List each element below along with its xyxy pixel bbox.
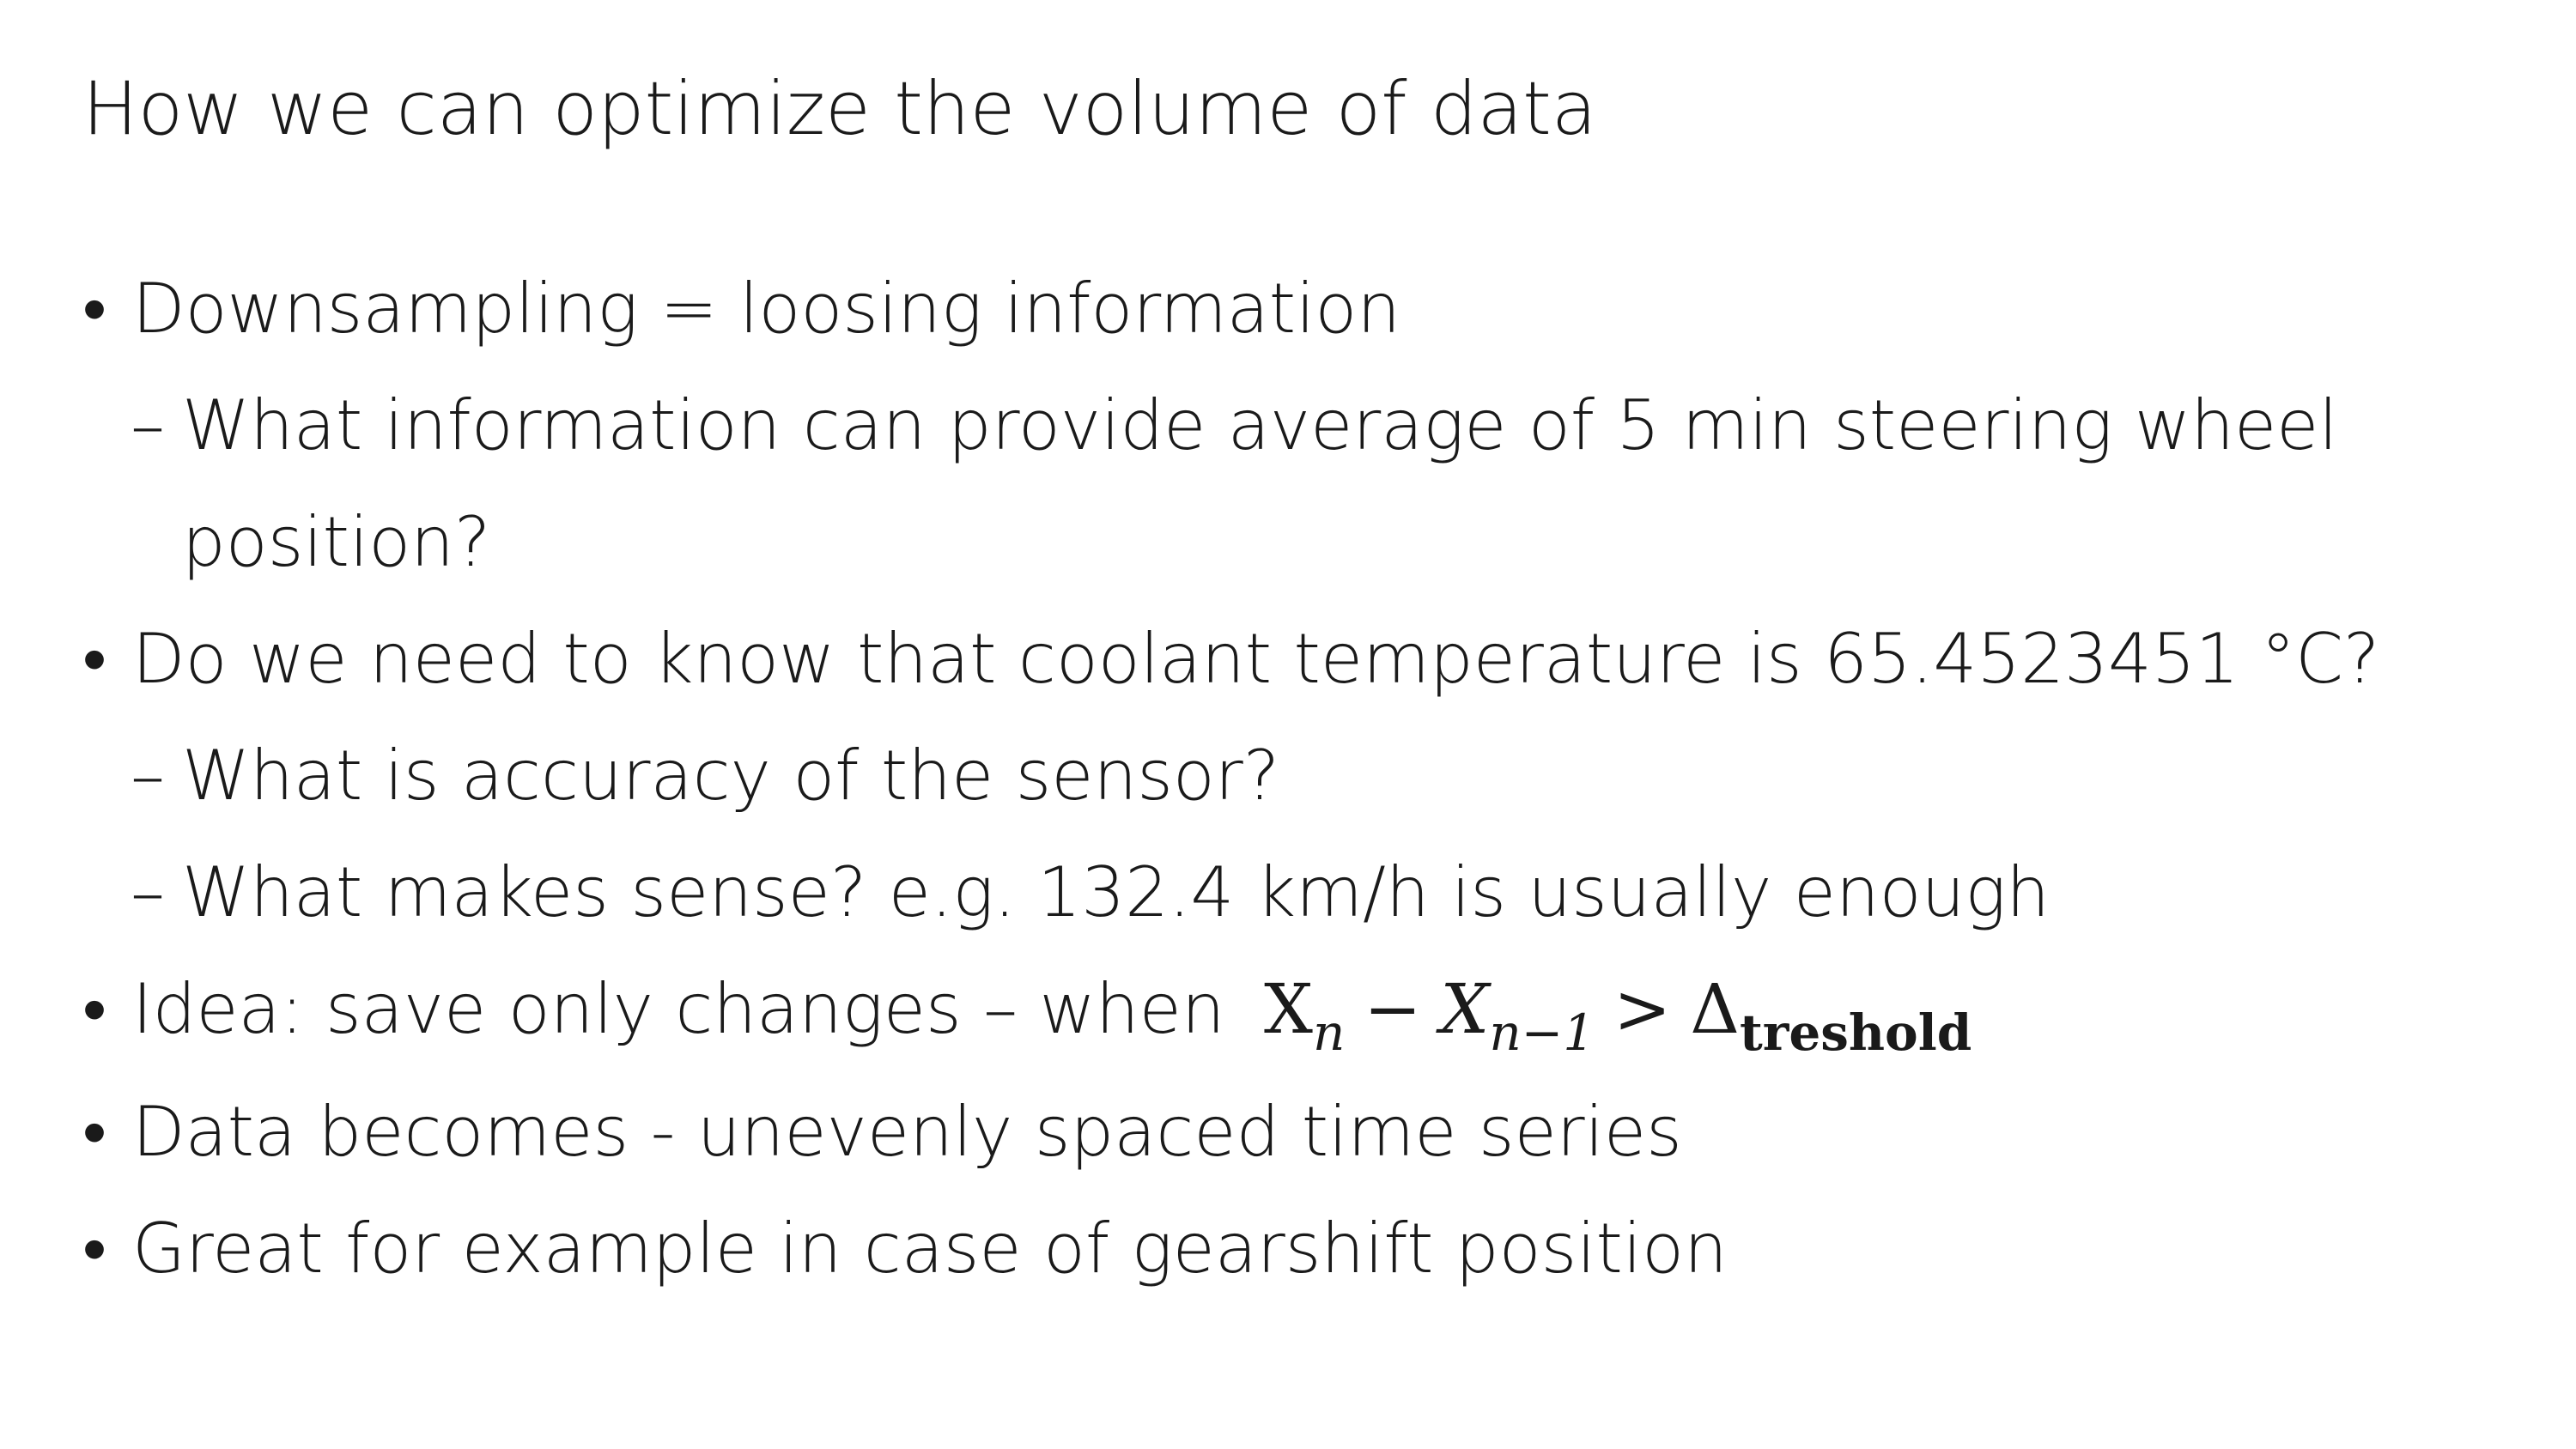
dash-marker: – (131, 736, 165, 815)
formula-greater: > (1613, 969, 1672, 1049)
list-item: • Downsampling = loosing information (82, 251, 2538, 367)
formula-sub-prev: n−1 (1489, 1003, 1595, 1062)
list-item: • Data becomes - unevenly spaced time se… (82, 1074, 2538, 1191)
list-item: – What information can provide average o… (82, 367, 2397, 601)
formula-sub-n: n (1312, 1003, 1346, 1062)
dash-marker: – (131, 852, 165, 932)
list-item-text: What is accuracy of the sensor? (182, 736, 1280, 815)
list-item-text: What makes sense? e.g. 132.4 km/h is usu… (182, 852, 2050, 932)
bullet-list: • Downsampling = loosing information – W… (82, 251, 2538, 1307)
list-item: • Idea: save only changes – when Xn − Xn−1… (82, 951, 2538, 1074)
formula-minus: − (1364, 969, 1422, 1049)
formula-sub-threshold: treshold (1739, 1003, 1972, 1062)
bullet-marker: • (82, 269, 107, 349)
list-item: – What makes sense? e.g. 132.4 km/h is u… (82, 834, 2538, 951)
list-item-text: Great for example in case of gearshift p… (132, 1209, 1728, 1288)
list-item-text: What information can provide average of … (182, 385, 2338, 582)
dash-marker: – (131, 385, 165, 465)
slide-title: How we can optimize the volume of data (82, 66, 1597, 152)
list-item: – What is accuracy of the sensor? (82, 718, 2538, 834)
formula-delta: Δ (1690, 969, 1740, 1049)
list-item-text: Do we need to know that coolant temperat… (132, 619, 2380, 699)
bullet-marker: • (82, 619, 107, 699)
formula-x-prev: X (1440, 969, 1490, 1049)
bullet-marker: • (82, 969, 107, 1049)
formula-x-n: X (1264, 969, 1313, 1049)
bullet-marker: • (82, 1092, 107, 1172)
list-item-text: Idea: save only changes – when (132, 969, 1225, 1049)
list-item: • Do we need to know that coolant temper… (82, 601, 2538, 718)
bullet-marker: • (82, 1209, 107, 1288)
list-item-text: Downsampling = loosing information (132, 269, 1401, 349)
list-item-text: Data becomes - unevenly spaced time seri… (132, 1092, 1682, 1172)
threshold-formula: Xn − Xn−1 > Δtreshold (1264, 951, 1971, 1074)
list-item: • Great for example in case of gearshift… (82, 1191, 2538, 1307)
